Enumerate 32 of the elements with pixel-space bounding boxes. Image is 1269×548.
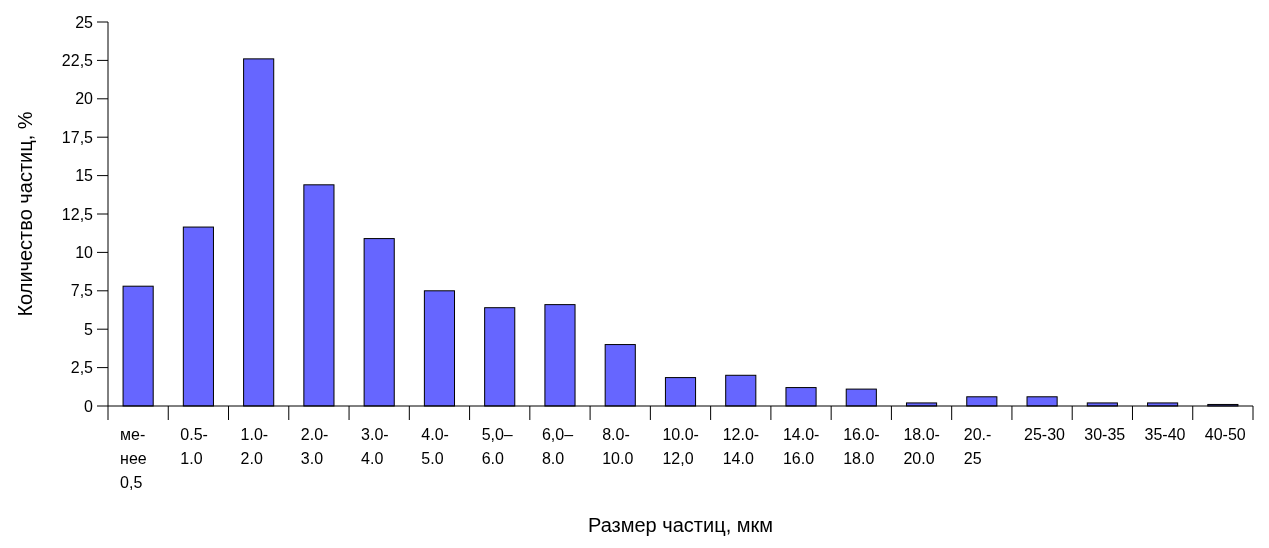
x-tick-label: 6,0– 8.0	[541, 426, 574, 467]
y-axis-title: Количество частиц, %	[14, 111, 36, 317]
x-tick-label: 1.0- 2.0	[240, 426, 269, 467]
x-tick-label: 10.0- 12,0	[662, 426, 699, 467]
x-tick-label: ме- нее 0,5	[120, 426, 147, 491]
x-tick-label: 20.- 25	[963, 426, 992, 467]
x-tick-label: 12.0- 14.0	[722, 426, 760, 467]
x-tick-label: 16.0- 18.0	[843, 426, 880, 467]
y-tick-label: 10	[75, 244, 94, 261]
x-tick-label: 4.0- 5.0	[421, 426, 449, 467]
y-tick-label: 12,5	[61, 205, 94, 223]
x-tick-label: 14.0- 16.0	[782, 426, 820, 467]
x-tick-label: 2.0- 3.0	[300, 426, 329, 467]
x-tick-label: 18.0- 20.0	[903, 426, 940, 467]
x-tick-label: 25-30	[1024, 426, 1066, 443]
y-tick-label: 2,5	[70, 359, 94, 377]
y-tick-label: 15	[75, 167, 94, 185]
x-tick-label: 8.0- 10.0	[602, 426, 634, 467]
x-tick-label: 30-35	[1084, 426, 1126, 443]
x-axis-title: Размер частиц, мкм	[588, 514, 773, 536]
y-tick-label: 7,5	[70, 282, 94, 300]
y-tick-label: 17,5	[61, 128, 94, 146]
y-tick-label: 5	[84, 320, 94, 338]
y-tick-label: 25	[75, 13, 94, 31]
y-tick-label: 0	[84, 397, 94, 415]
y-tick-label: 22,5	[61, 52, 94, 69]
x-tick-label: 35-40	[1144, 426, 1186, 443]
x-tick-label: 40-50	[1204, 426, 1246, 443]
x-tick-label: 0.5- 1.0	[180, 426, 208, 467]
x-tick-label: 3.0- 4.0	[361, 426, 389, 467]
x-tick-label: 5,0– 6.0	[481, 426, 513, 467]
y-tick-label: 20	[75, 90, 94, 108]
